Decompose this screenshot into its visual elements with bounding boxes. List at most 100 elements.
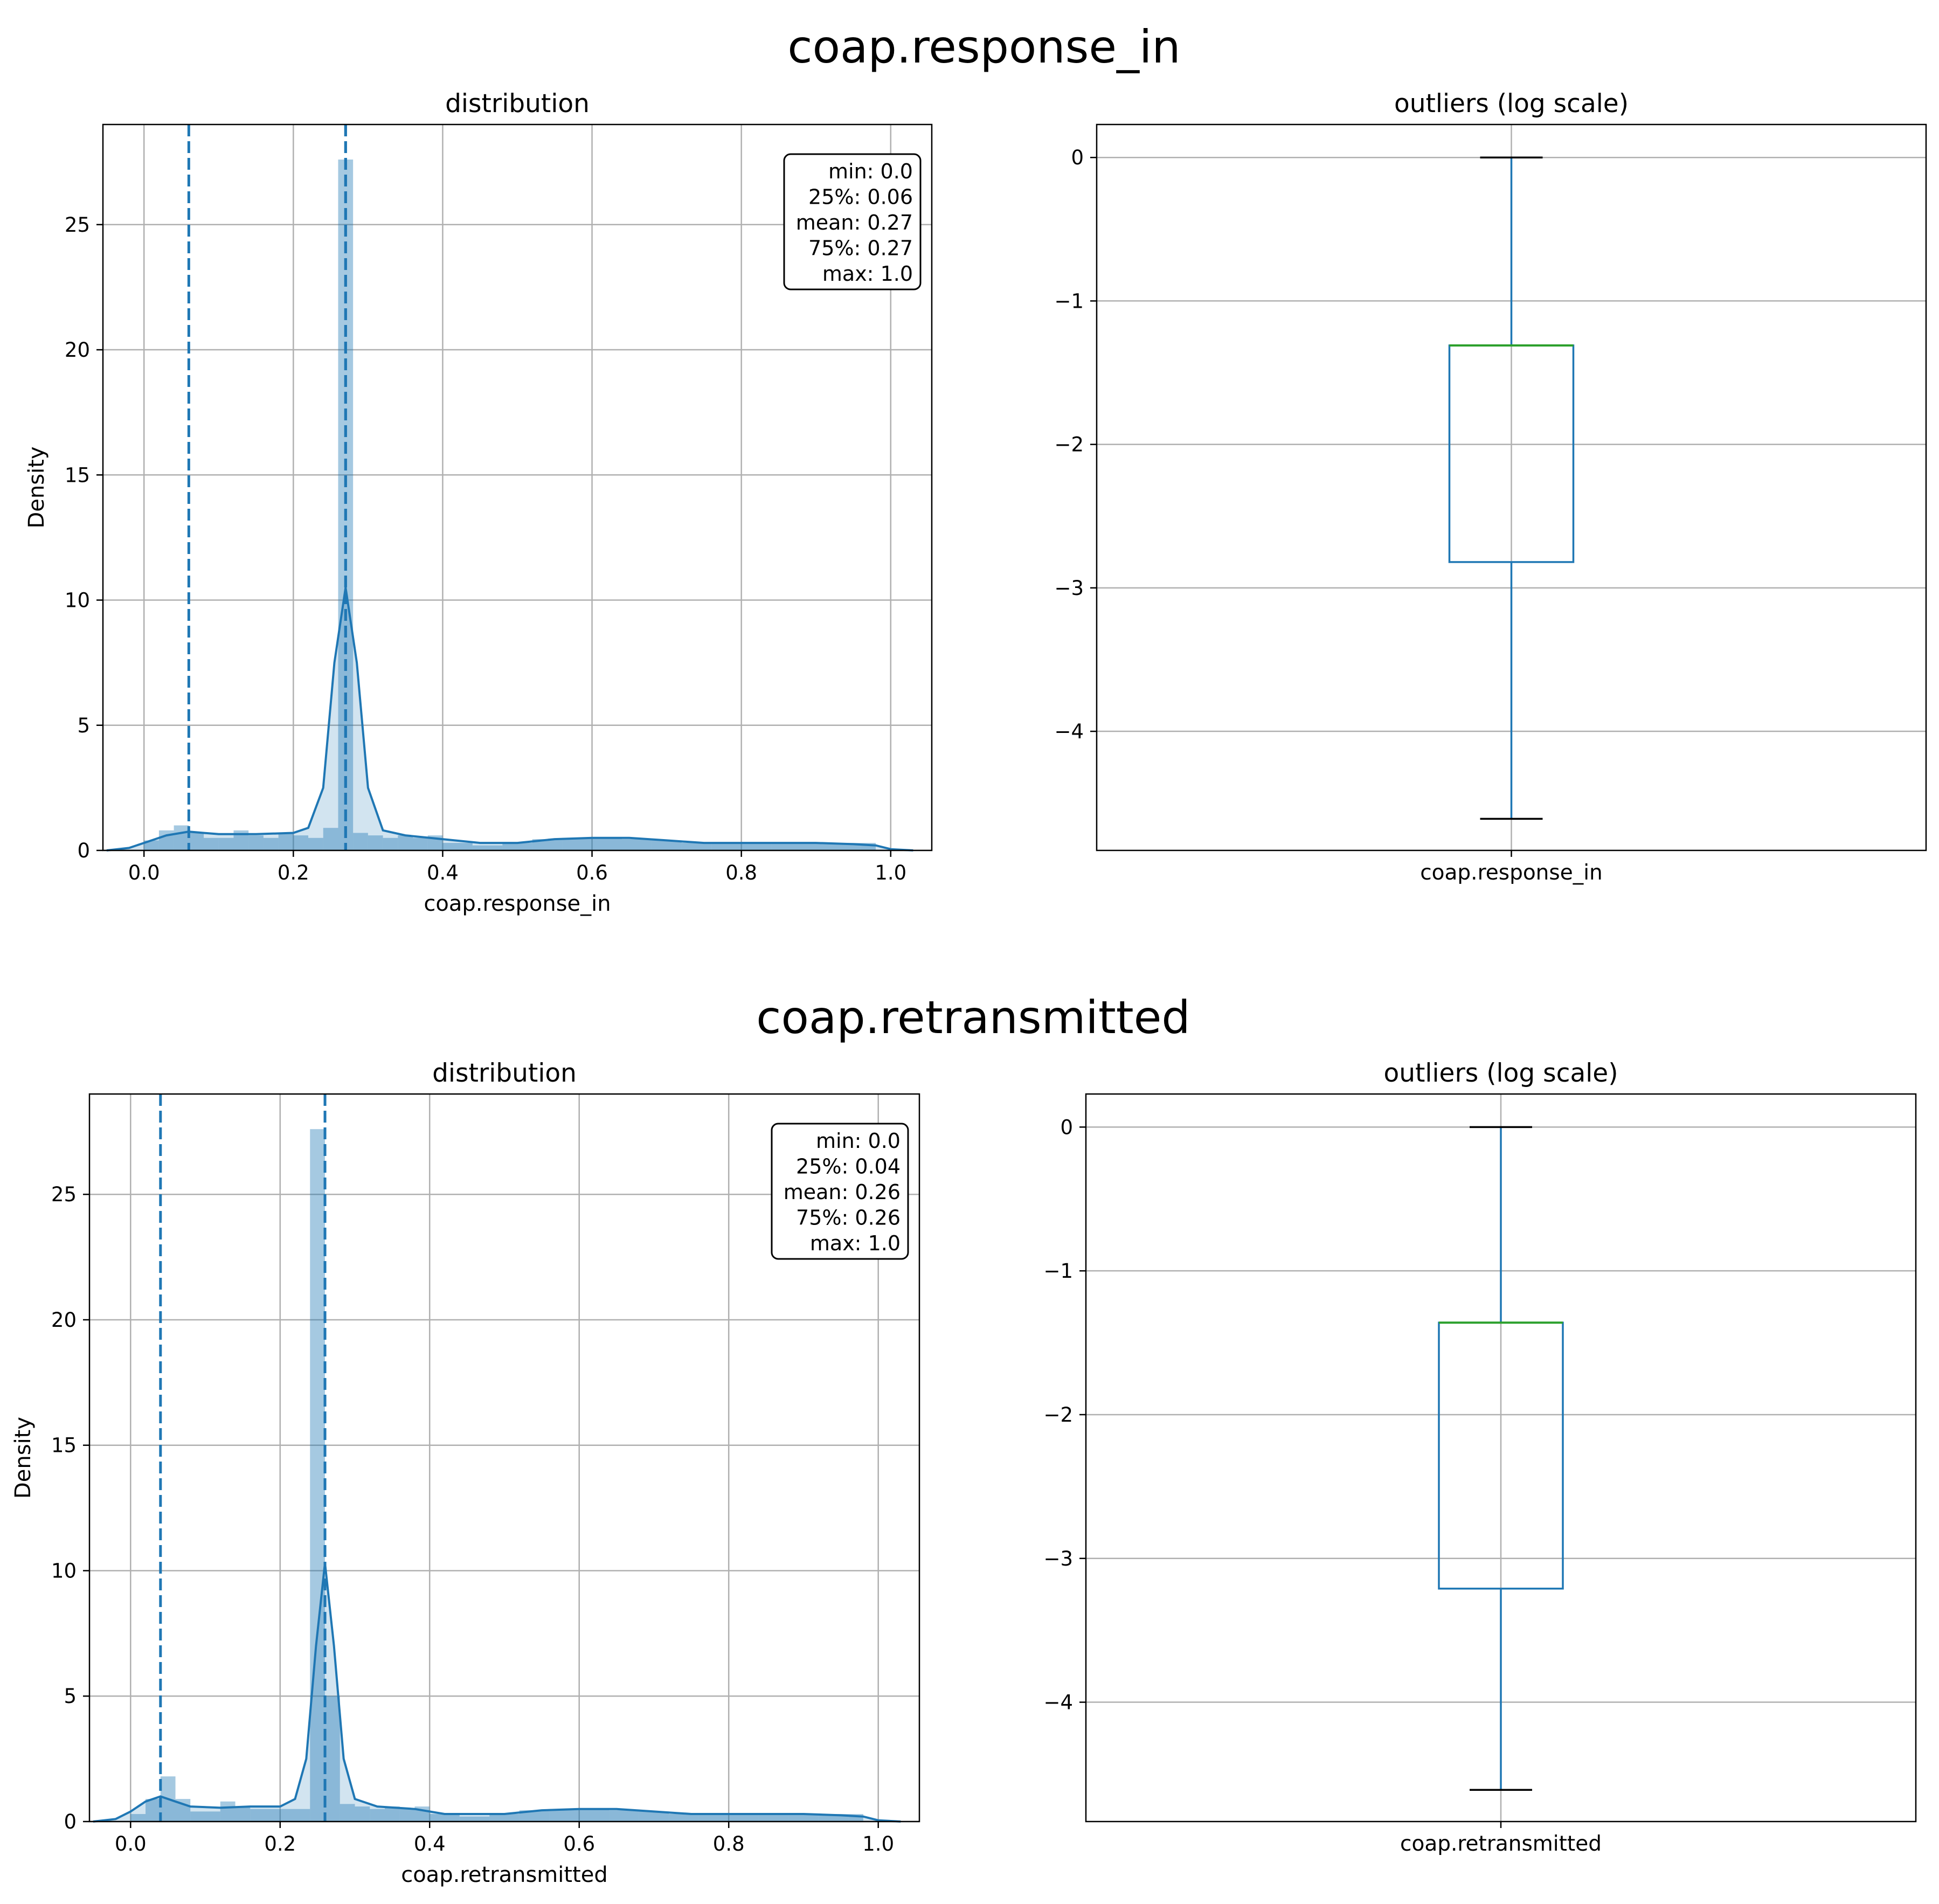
y-tick-label: −1 bbox=[1043, 1259, 1073, 1283]
suptitle-retransmitted: coap.retransmitted bbox=[756, 991, 1190, 1044]
x-tick-label: 0.6 bbox=[563, 1832, 595, 1855]
histogram-bar bbox=[293, 835, 309, 850]
boxplot-panel-retransmitted: 0 −1 −2 −3 −4 coap.retransmitted outliers (log… bbox=[1043, 1058, 1917, 1856]
y-axis-label: Density bbox=[24, 446, 49, 528]
x-tick-label: 0.6 bbox=[576, 861, 608, 884]
y-tick-label: 5 bbox=[77, 714, 90, 737]
stats-line: max: 1.0 bbox=[822, 262, 913, 286]
y-tick-label: −4 bbox=[1054, 720, 1084, 743]
histogram-bar bbox=[250, 1809, 266, 1822]
y-tick-label: 5 bbox=[64, 1685, 77, 1708]
histogram-bar bbox=[489, 1814, 520, 1822]
y-tick-label: 10 bbox=[51, 1559, 77, 1582]
kde-line bbox=[93, 1563, 901, 1823]
y-tick-label: 10 bbox=[65, 589, 90, 612]
histogram-bar bbox=[189, 833, 204, 850]
histogram-bar bbox=[265, 1809, 280, 1822]
x-tick-label: 0.8 bbox=[713, 1832, 745, 1855]
distribution-panel-response-in: 0.0 0.2 0.4 0.6 0.8 1.0 0 5 10 15 20 25 distribution… bbox=[24, 89, 933, 916]
y-tick-label: 0 bbox=[77, 839, 90, 862]
y-tick-label: 15 bbox=[65, 463, 90, 487]
histogram-bar bbox=[711, 843, 742, 850]
x-tick-label: 0.0 bbox=[115, 1832, 147, 1855]
histogram-bar bbox=[204, 837, 219, 850]
y-tick-label: −4 bbox=[1043, 1691, 1073, 1714]
suptitle-response-in: coap.response_in bbox=[787, 20, 1180, 73]
histogram-bar bbox=[592, 837, 622, 850]
stats-line: 75%: 0.27 bbox=[808, 237, 913, 260]
histogram-bar bbox=[639, 1811, 669, 1822]
y-tick-label: 20 bbox=[51, 1308, 77, 1332]
histogram-bar bbox=[698, 1814, 729, 1822]
histogram-bar bbox=[788, 1814, 819, 1822]
histogram-bar bbox=[308, 837, 323, 850]
axes-frame bbox=[102, 123, 933, 851]
histogram-bar bbox=[295, 1809, 310, 1822]
y-tick-label: 25 bbox=[51, 1183, 77, 1206]
histogram-bar bbox=[220, 1801, 236, 1822]
x-tick-label: 0.0 bbox=[128, 861, 160, 884]
stats-line: 25%: 0.06 bbox=[808, 185, 913, 209]
histogram-bar bbox=[669, 1814, 699, 1822]
histogram-bar bbox=[399, 1809, 415, 1822]
x-tick-label: 0.2 bbox=[278, 861, 309, 884]
histogram-bar bbox=[459, 1816, 490, 1822]
x-axis-label: coap.response_in bbox=[424, 891, 611, 916]
stats-box bbox=[783, 153, 922, 290]
histogram-bar bbox=[621, 839, 652, 850]
histogram-bar bbox=[383, 837, 398, 850]
histogram-bar bbox=[310, 1129, 326, 1822]
distribution-panel-retransmitted: 0.0 0.2 0.4 0.6 0.8 1.0 0 5 10 15 20 25 distribution… bbox=[11, 1058, 920, 1887]
y-tick-label: −3 bbox=[1054, 577, 1084, 600]
histogram-bar bbox=[278, 833, 294, 850]
stats-line: 25%: 0.04 bbox=[796, 1155, 901, 1179]
histogram-bar bbox=[368, 835, 383, 850]
histogram-bar bbox=[370, 1809, 385, 1822]
y-tick-label: 15 bbox=[51, 1434, 77, 1457]
histogram-bar bbox=[174, 825, 189, 850]
histogram-bar bbox=[413, 837, 428, 850]
histogram-bar bbox=[340, 1804, 355, 1822]
y-tick-label: −2 bbox=[1054, 433, 1084, 456]
stats-line: mean: 0.27 bbox=[796, 211, 913, 234]
stats-line: 75%: 0.26 bbox=[796, 1206, 901, 1230]
axes-title: outliers (log scale) bbox=[1394, 89, 1629, 119]
histogram-bar bbox=[325, 1696, 340, 1822]
stats-line: max: 1.0 bbox=[810, 1231, 901, 1255]
histogram-bar bbox=[205, 1811, 220, 1822]
histogram-bar bbox=[771, 843, 801, 850]
x-tick-label: 0.8 bbox=[725, 861, 757, 884]
y-axis-label: Density bbox=[11, 1417, 36, 1499]
histogram-bar bbox=[758, 1814, 789, 1822]
histogram-bar bbox=[146, 1799, 161, 1822]
x-tick-label: 0.4 bbox=[414, 1832, 446, 1855]
kde-line bbox=[106, 587, 913, 851]
histogram-bar bbox=[502, 843, 532, 850]
histogram-bar bbox=[532, 839, 563, 850]
boxplot-panel-response-in: 0 −1 −2 −3 −4 coap.response_in outliers (log s… bbox=[1054, 89, 1927, 885]
x-tick-label: 0.4 bbox=[427, 861, 459, 884]
histogram-bar bbox=[472, 845, 503, 850]
y-tick-label: −3 bbox=[1043, 1547, 1073, 1570]
histogram-bar bbox=[549, 1809, 579, 1822]
histogram-bar bbox=[519, 1810, 550, 1822]
histogram-bar bbox=[430, 1814, 460, 1822]
histogram-bar bbox=[218, 837, 234, 850]
histogram-bar bbox=[280, 1809, 295, 1822]
histogram-bar bbox=[263, 837, 279, 850]
stats-line: min: 0.0 bbox=[816, 1129, 901, 1153]
x-tick-label: 1.0 bbox=[862, 1832, 894, 1855]
axes-frame bbox=[88, 1093, 920, 1823]
y-tick-label: −1 bbox=[1054, 289, 1084, 313]
y-tick-label: 20 bbox=[65, 338, 90, 362]
histogram-bar bbox=[353, 833, 368, 850]
histogram-bar bbox=[681, 843, 712, 850]
histogram-bar bbox=[385, 1806, 400, 1822]
x-tick-label: 1.0 bbox=[875, 861, 906, 884]
histogram-bar bbox=[729, 1814, 759, 1822]
histogram-bar bbox=[562, 837, 592, 850]
y-tick-label: 25 bbox=[65, 213, 90, 237]
axes-title: distribution bbox=[432, 1058, 577, 1088]
x-category-label: coap.response_in bbox=[1420, 861, 1603, 885]
